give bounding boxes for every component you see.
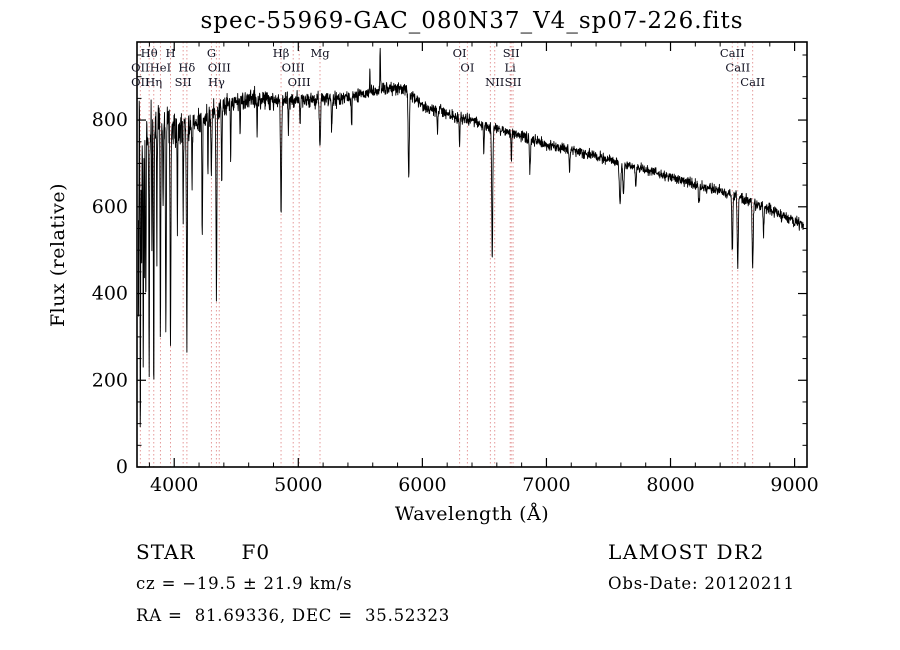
spectral-marker-label: OI bbox=[460, 61, 474, 75]
spectral-marker-label: OI bbox=[453, 46, 467, 60]
x-tick-label: 4000 bbox=[150, 474, 198, 496]
spectral-marker-label: G bbox=[207, 46, 216, 60]
spectral-marker-label: Hθ bbox=[141, 46, 158, 60]
spectral-marker-label: SII bbox=[175, 75, 192, 89]
spectral-marker-label: CaII bbox=[740, 75, 765, 89]
y-tick-label: 400 bbox=[92, 283, 128, 305]
spectral-marker-label: Hγ bbox=[208, 75, 225, 89]
y-tick-label: 800 bbox=[92, 109, 128, 131]
y-axis-label: Flux (relative) bbox=[47, 183, 69, 327]
spectral-marker-label: OIII bbox=[208, 61, 231, 75]
spectral-marker-label: OIII bbox=[288, 75, 311, 89]
spectral-marker-label: SII bbox=[505, 75, 522, 89]
spectral-marker-label: OII bbox=[131, 61, 150, 75]
classification-line: STAR F0 bbox=[136, 540, 270, 564]
x-axis-label: Wavelength (Å) bbox=[394, 503, 550, 525]
spectral-marker-label: H bbox=[165, 46, 175, 60]
spectral-marker-label: Hβ bbox=[273, 46, 290, 60]
cz-line: cz = −19.5 ± 21.9 km/s bbox=[136, 574, 353, 593]
spectral-marker-label: Li bbox=[505, 61, 517, 75]
spectral-marker-label: SII bbox=[503, 46, 520, 60]
spectral-marker-label: HeI bbox=[150, 61, 171, 75]
y-tick-label: 0 bbox=[116, 456, 128, 478]
x-tick-label: 9000 bbox=[770, 474, 818, 496]
spectral-marker-label: CaII bbox=[720, 46, 745, 60]
spectral-marker-label: CaII bbox=[725, 61, 750, 75]
spectral-marker-label: OII bbox=[131, 75, 150, 89]
ra-dec-line: RA = 81.69336, DEC = 35.52323 bbox=[136, 606, 451, 625]
object-class: STAR bbox=[136, 540, 196, 564]
x-tick-label: 8000 bbox=[646, 474, 694, 496]
x-tick-label: 5000 bbox=[274, 474, 322, 496]
spectral-marker-label: Hδ bbox=[178, 61, 195, 75]
spectral-marker-label: Mg bbox=[310, 46, 330, 60]
x-tick-label: 6000 bbox=[398, 474, 446, 496]
spectral-marker-label: NII bbox=[485, 75, 504, 89]
spectrum-trace bbox=[138, 47, 804, 428]
axis-ticks: 4000 5000 6000 7000 8000 9000 0 200 400 600 800 bbox=[92, 42, 819, 496]
plot-title: spec-55969-GAC_080N37_V4_sp07-226.fits bbox=[200, 8, 744, 34]
spectral-marker-label: Hη bbox=[145, 75, 162, 89]
y-tick-label: 200 bbox=[92, 369, 128, 391]
survey-label: LAMOST DR2 bbox=[608, 540, 765, 564]
y-tick-label: 600 bbox=[92, 196, 128, 218]
x-tick-label: 7000 bbox=[522, 474, 570, 496]
obs-date-line: Obs-Date: 20120211 bbox=[608, 574, 795, 593]
object-subclass: F0 bbox=[241, 540, 271, 564]
spectral-marker-label: OIII bbox=[282, 61, 305, 75]
